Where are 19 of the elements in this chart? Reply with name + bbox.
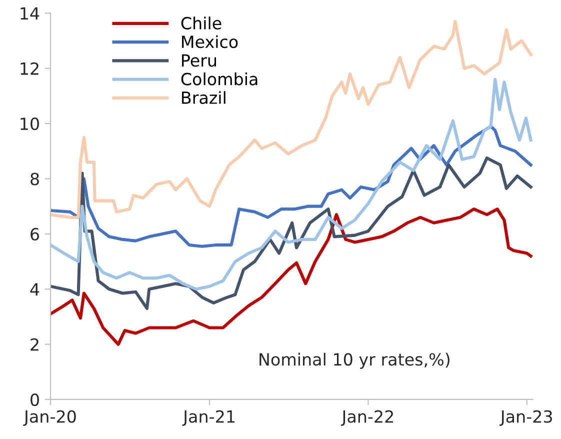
- legend-label: Mexico: [182, 35, 238, 48]
- y-tick-label: 2: [30, 338, 38, 351]
- y-tick-label: 10: [20, 118, 39, 130]
- y-tick-label: 12: [20, 62, 38, 75]
- y-tick-label: 8: [30, 172, 39, 186]
- legend-label: Peru: [182, 54, 216, 67]
- x-tick-label: Jan-21: [182, 410, 234, 426]
- x-tick-label: Jan-20: [23, 410, 76, 426]
- x-tick-label: Jan-22: [340, 410, 394, 426]
- y-tick-label: 0: [30, 393, 39, 406]
- y-tick-label: 14: [20, 7, 40, 20]
- legend-label: Chile: [181, 16, 222, 30]
- annotation: Nominal 10 yr rates,%): [260, 352, 450, 369]
- y-tick-label: 6: [30, 228, 40, 240]
- legend-label: Colombia: [181, 72, 258, 86]
- y-tick-label: 4: [30, 283, 40, 296]
- x-tick-label: Jan-23: [500, 410, 552, 426]
- line-series: [50, 208, 532, 346]
- legend-label: Brazil: [182, 91, 226, 104]
